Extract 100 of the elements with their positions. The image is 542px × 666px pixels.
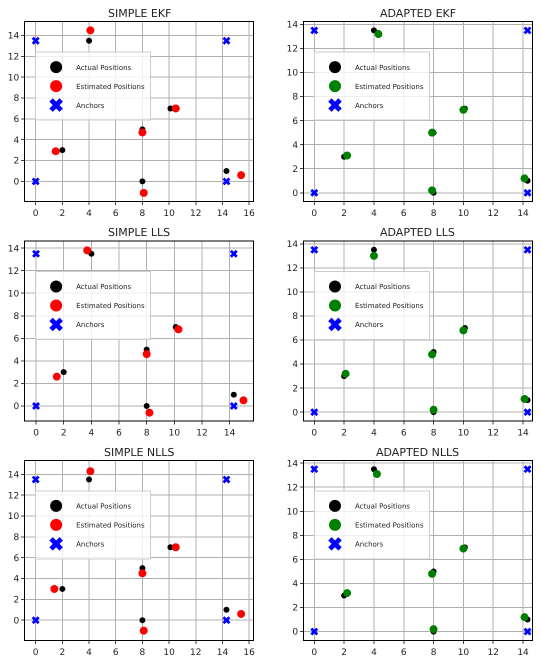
y-tick-label: 6 <box>292 116 298 127</box>
point <box>430 406 438 414</box>
point <box>230 250 238 258</box>
x-tick-label: 0 <box>311 428 318 438</box>
x-tick-label: 4 <box>371 209 378 220</box>
x-tick-label: 14 <box>517 648 530 658</box>
point <box>459 544 468 553</box>
point <box>524 188 532 197</box>
x-tick-label: 10 <box>163 648 176 658</box>
x-tick-label: 8 <box>144 428 150 438</box>
x-tick-label: 4 <box>88 428 95 438</box>
x-tick-label: 10 <box>168 428 180 438</box>
point <box>138 569 146 578</box>
x-tick-label: 12 <box>488 209 499 220</box>
y-tick-label: 4 <box>13 136 20 146</box>
y-tick-label: 0 <box>292 628 298 638</box>
y-tick-label: 4 <box>292 360 298 370</box>
point <box>138 128 146 136</box>
y-tick-label: 10 <box>286 288 298 298</box>
point <box>222 36 230 45</box>
point <box>524 465 532 474</box>
y-tick-label: 0 <box>13 178 20 188</box>
x-tick-label: 8 <box>140 209 146 220</box>
x-tick-label: 16 <box>243 648 256 658</box>
x-tick-label: 10 <box>163 209 176 220</box>
x-tick-label: 6 <box>112 209 119 220</box>
point <box>524 408 532 416</box>
y-tick-label: 2 <box>292 164 298 175</box>
point <box>428 128 436 137</box>
point <box>237 171 246 180</box>
y-tick-label: 12 <box>286 264 298 274</box>
chart-title: SIMPLE EKF <box>108 7 172 20</box>
y-tick-label: 10 <box>8 289 20 300</box>
y-tick-label: 2 <box>13 596 20 606</box>
point <box>32 616 40 624</box>
x-tick-label: 10 <box>458 648 470 658</box>
point <box>310 465 318 474</box>
y-tick-label: 8 <box>292 92 298 103</box>
point <box>459 106 468 114</box>
point <box>140 626 148 635</box>
x-tick-label: 6 <box>116 428 122 438</box>
x-tick-label: 2 <box>341 428 347 438</box>
point <box>60 369 67 376</box>
x-tick-label: 8 <box>140 648 146 658</box>
y-tick-label: 14 <box>286 20 298 31</box>
point <box>520 613 529 622</box>
point <box>172 543 180 552</box>
x-tick-label: 14 <box>517 428 530 438</box>
point <box>239 396 248 404</box>
y-tick-label: 4 <box>292 580 298 590</box>
point <box>520 394 529 403</box>
point <box>428 186 436 194</box>
point <box>50 584 58 593</box>
point <box>86 38 92 44</box>
y-tick-label: 10 <box>286 507 298 518</box>
point <box>59 586 66 592</box>
y-tick-label: 8 <box>13 94 20 104</box>
point <box>32 250 40 258</box>
x-tick-label: 16 <box>243 209 256 220</box>
y-tick-label: 8 <box>13 312 20 322</box>
x-tick-label: 12 <box>488 428 499 438</box>
point <box>142 350 151 358</box>
y-tick-label: 4 <box>13 357 20 368</box>
point <box>310 408 318 416</box>
y-tick-label: 12 <box>286 483 298 494</box>
x-tick-label: 0 <box>32 648 39 658</box>
x-tick-label: 2 <box>341 648 347 658</box>
y-tick-label: 4 <box>13 574 20 585</box>
point <box>222 616 230 624</box>
x-tick-label: 14 <box>517 209 530 220</box>
point <box>223 606 230 613</box>
x-tick-label: 2 <box>59 648 66 658</box>
point <box>524 246 532 254</box>
y-tick-label: 14 <box>8 32 20 42</box>
y-tick-label: 6 <box>292 336 298 346</box>
point <box>370 252 378 260</box>
x-tick-label: 14 <box>216 648 228 658</box>
chart-title: SIMPLE LLS <box>108 226 170 239</box>
y-tick-label: 10 <box>8 73 20 84</box>
x-tick-label: 8 <box>430 209 437 220</box>
x-tick-label: 4 <box>371 428 378 438</box>
x-tick-label: 12 <box>190 648 202 658</box>
x-tick-label: 4 <box>86 209 92 220</box>
point <box>428 350 436 358</box>
chart-title: ADAPTED EKF <box>380 7 456 20</box>
point <box>430 625 438 634</box>
point <box>139 617 146 624</box>
point <box>230 402 238 410</box>
y-tick-label: 8 <box>292 312 298 322</box>
y-tick-label: 14 <box>286 240 298 250</box>
y-tick-label: 12 <box>8 266 20 277</box>
point <box>343 152 352 160</box>
y-tick-label: 6 <box>13 334 20 344</box>
point <box>86 26 94 34</box>
point <box>145 408 154 417</box>
point <box>223 168 230 174</box>
x-tick-label: 12 <box>196 428 208 438</box>
y-tick-label: 6 <box>13 115 20 126</box>
y-tick-label: 6 <box>292 556 298 566</box>
x-tick-label: 12 <box>488 648 499 658</box>
